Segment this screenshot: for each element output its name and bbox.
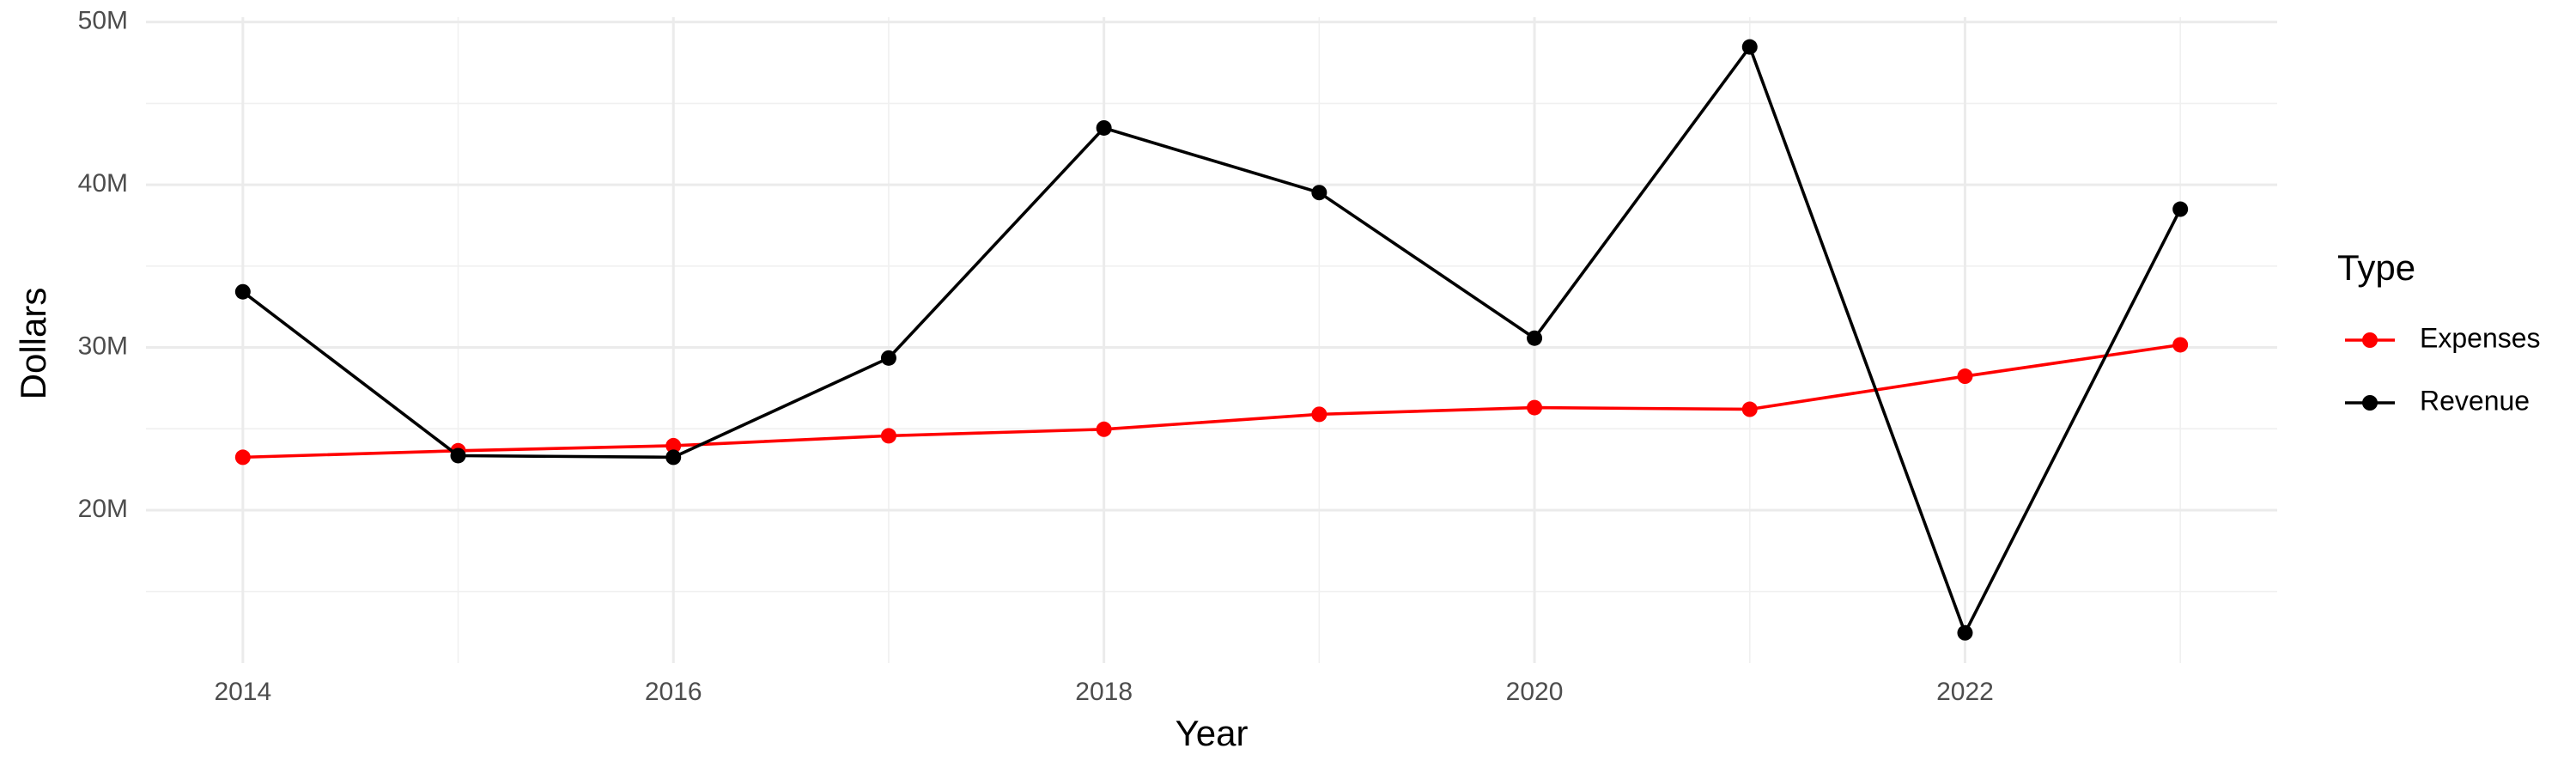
legend-key-point [2362,332,2378,348]
y-tick-label: 20M [78,495,128,523]
data-point [1957,368,1973,385]
data-point [1741,39,1758,55]
data-point [234,449,251,466]
data-point [2172,201,2189,217]
legend-title: Type [2337,247,2415,288]
data-point [450,447,466,464]
data-point [1311,185,1327,201]
x-tick-label: 2016 [645,678,702,706]
x-axis-title: Year [1176,713,1249,753]
legend-key-point [2362,395,2378,411]
x-tick-label: 2022 [1936,678,1994,706]
legend-label: Revenue [2420,385,2530,416]
x-tick-label: 2020 [1506,678,1564,706]
series-line [241,45,2182,635]
data-point [665,449,682,466]
series-line [242,343,2181,460]
x-tick-label: 2014 [214,678,271,706]
legend-label: Expenses [2420,322,2541,353]
data-point [665,437,682,453]
y-tick-label: 40M [78,169,128,198]
data-point [1096,421,1112,437]
data-point [2172,337,2189,353]
data-point [1096,119,1112,136]
x-tick-label: 2018 [1075,678,1133,706]
y-tick-label: 50M [78,7,128,35]
data-point [880,350,896,366]
data-point [1741,401,1758,417]
y-axis-title: Dollars [13,288,53,400]
data-point [1311,406,1327,423]
data-point [1957,624,1973,641]
y-tick-label: 30M [78,332,128,360]
data-point [1527,330,1543,346]
data-point [234,283,251,300]
data-point [880,428,896,444]
data-point [1527,399,1543,416]
